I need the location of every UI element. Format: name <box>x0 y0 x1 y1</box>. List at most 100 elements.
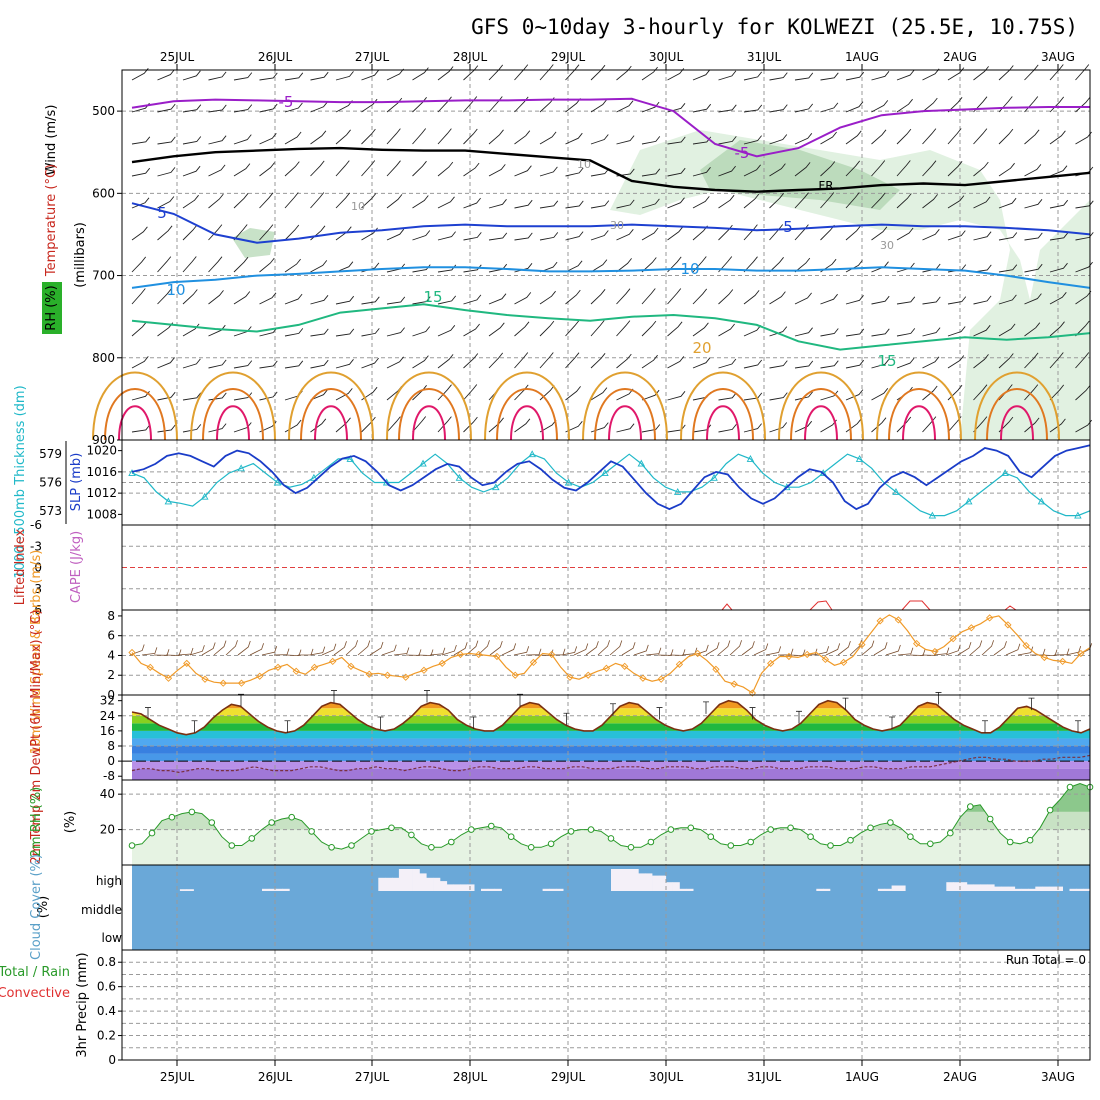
upper-wind-barb <box>641 168 661 177</box>
bottom-date-label: 27JUL <box>355 1070 390 1084</box>
temp-band <box>132 738 1090 746</box>
upper-wind-barb <box>233 392 253 401</box>
temp-tick-label: 24 <box>100 709 115 723</box>
upper-wind-barb <box>310 295 329 305</box>
wind-speed-marker <box>840 658 848 667</box>
rh-contour-label: 30 <box>610 219 624 232</box>
lifted-index-tick-label: 3 <box>34 582 42 596</box>
upper-wind-barb <box>463 65 479 81</box>
upper-wind-barb <box>412 97 427 113</box>
upper-wind-barb <box>233 224 248 241</box>
high-cloud-bar <box>946 882 954 891</box>
temp-max-bar <box>331 690 337 703</box>
surface-wind-barb <box>741 641 755 656</box>
surface-wind-barb <box>345 640 358 656</box>
upper-wind-barb <box>718 289 734 305</box>
upper-wind-barb <box>820 161 836 177</box>
chart-title: GFS 0~10day 3-hourly for KOLWEZI (25.5E,… <box>471 15 1078 39</box>
upper-wind-barb <box>386 160 401 177</box>
upper-wind-barb <box>922 327 941 337</box>
slp-tick-label: 1016 <box>86 465 117 479</box>
high-cloud-bar <box>453 884 461 891</box>
temp-max-bar <box>656 707 663 720</box>
upper-wind-barb <box>616 229 634 241</box>
upper-wind-barb <box>259 257 275 273</box>
wind-speed-marker <box>1040 653 1049 662</box>
surface-wind-barb <box>501 643 517 656</box>
upper-wind-barb <box>437 416 452 433</box>
high-cloud-bar <box>433 877 441 891</box>
surface-wind-barb <box>333 641 347 656</box>
high-cloud-bar <box>275 888 283 891</box>
upper-wind-barb <box>667 136 686 145</box>
ylabel-cloud: Cloud Cover (%) <box>29 854 44 960</box>
upper-wind-barb <box>208 104 227 113</box>
upper-wind-barb <box>386 128 401 145</box>
temp-tick-label: 0 <box>107 754 115 768</box>
wind-speed-tick-label: 6 <box>107 629 115 643</box>
upper-wind-barb <box>616 65 632 81</box>
surface-wind-barb <box>1017 646 1034 656</box>
wind-speed-marker <box>639 674 647 682</box>
surface-wind-barb <box>753 643 769 656</box>
isotherm-line <box>131 202 1091 244</box>
upper-wind-barb <box>259 391 278 401</box>
upper-wind-barb <box>1024 232 1043 241</box>
high-cloud-bar <box>419 873 427 891</box>
upper-wind-barb <box>947 195 965 209</box>
upper-wind-barb <box>412 264 431 273</box>
upper-wind-barb <box>794 360 814 369</box>
precip-tick-label: 0.4 <box>97 1004 116 1018</box>
rh-marker <box>587 826 595 833</box>
upper-wind-barb <box>310 359 329 369</box>
upper-wind-barb <box>361 227 378 241</box>
upper-wind-barb <box>157 225 173 241</box>
surface-wind-barb <box>285 649 302 657</box>
upper-wind-barb <box>769 360 788 369</box>
upper-wind-barb <box>233 72 253 81</box>
upper-wind-barb <box>539 232 559 241</box>
high-cloud-bar <box>624 869 632 891</box>
rh-marker <box>168 813 176 821</box>
upper-wind-barb <box>335 359 354 369</box>
cloud-unit-label: (%) <box>36 896 51 919</box>
temperature-series <box>131 690 1091 774</box>
rh-marker <box>667 826 675 833</box>
surface-wind-barb <box>897 647 914 656</box>
precip-tick-label: 0.6 <box>97 980 116 994</box>
upper-wind-barb <box>743 135 762 145</box>
rh-marker <box>488 822 495 830</box>
upper-wind-barb <box>718 323 735 337</box>
surface-wind-ticks: 8 6 4 2 0 <box>107 609 122 702</box>
upper-wind-barb <box>845 160 861 177</box>
bottom-date-label: 1AUG <box>845 1070 879 1084</box>
upper-wind-barb <box>667 356 685 369</box>
rh-shading-region <box>610 130 1090 440</box>
upper-air-panel: -5 -5 5 5 10 10 15 15 20 FR 10 10 30 30 500 600 700 800 9… <box>42 64 1094 447</box>
temp-tick-label: 32 <box>100 694 115 708</box>
high-cloud-bar <box>378 877 386 891</box>
upper-wind-barb <box>896 328 916 337</box>
wind-speed-marker <box>785 652 793 661</box>
upper-wind-barb <box>412 326 431 337</box>
surface-wind-barb <box>393 647 410 656</box>
upper-wind-barb <box>386 68 404 81</box>
upper-wind-barb <box>794 420 813 433</box>
thickness-marker <box>455 473 464 481</box>
upper-wind-barb <box>845 328 865 337</box>
high-cloud-bar <box>179 889 188 891</box>
rh-marker <box>567 828 575 835</box>
temperature-fill <box>132 700 1090 780</box>
upper-wind-barb <box>157 167 176 177</box>
pressure-tick-labels: 500 600 700 800 900 <box>92 104 122 447</box>
upper-wind-barb <box>692 167 711 177</box>
upper-wind-barb <box>463 96 478 113</box>
temp-max-bar <box>982 720 988 733</box>
upper-wind-barb <box>1075 385 1091 401</box>
upper-wind-barb <box>514 292 532 305</box>
temp-line <box>131 699 1091 736</box>
rh-marker <box>827 842 834 849</box>
rh-marker <box>128 842 136 849</box>
upper-wind-barb <box>310 328 329 337</box>
cloud-panel: high middle low (%) Cloud Cover (%) <box>29 854 1091 960</box>
